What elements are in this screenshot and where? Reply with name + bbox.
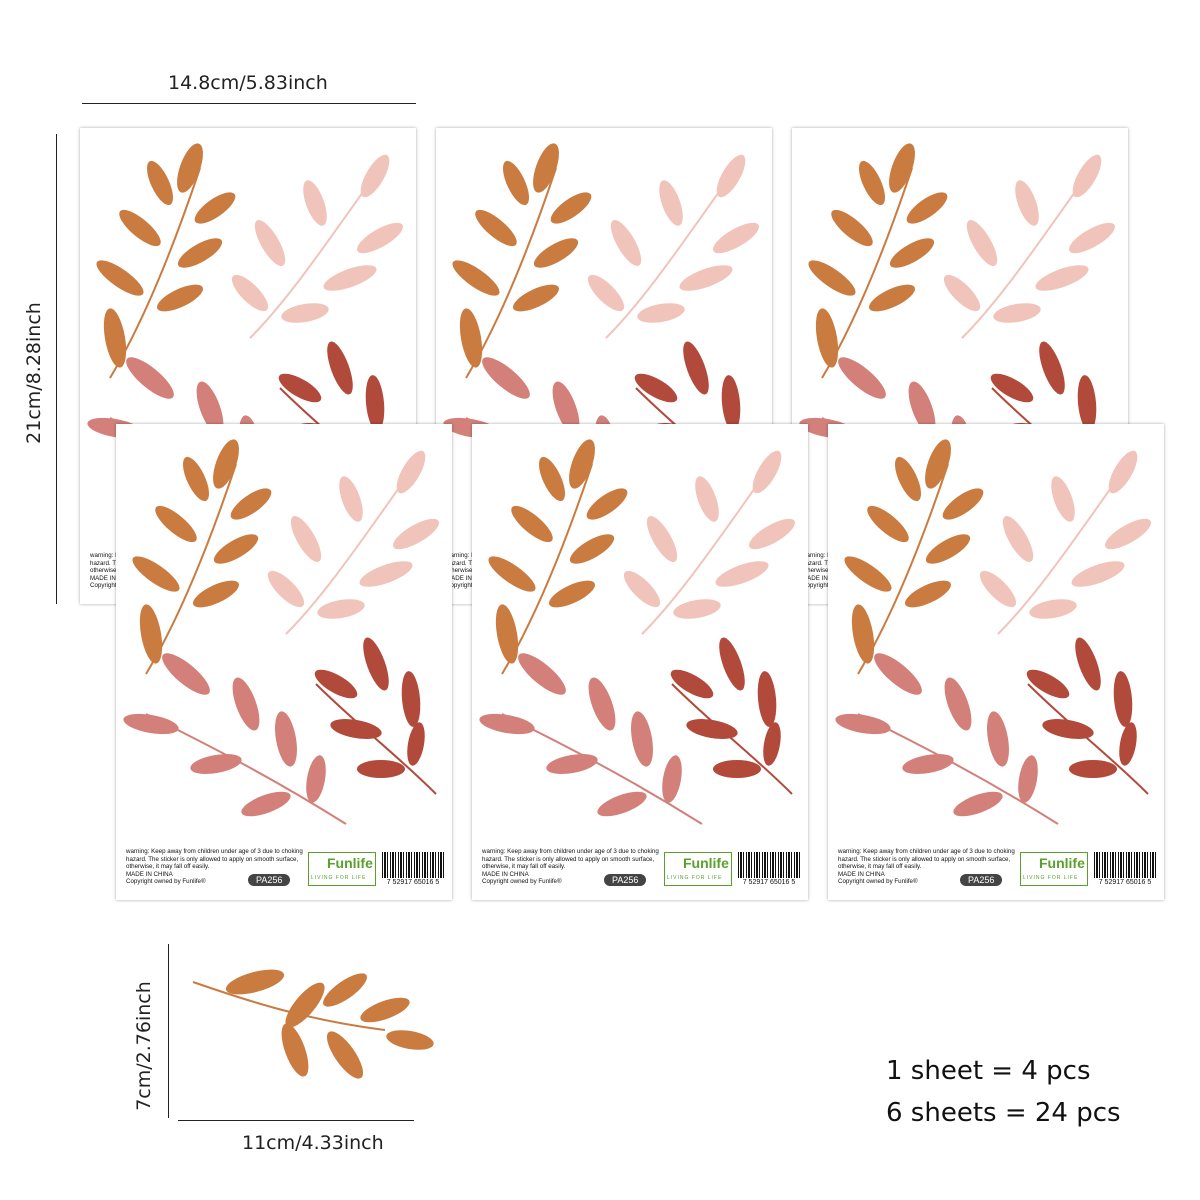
ochre-leaf-sticker [96,143,236,379]
barcode [1094,852,1156,878]
product-code-badge: PA256 [604,874,647,886]
warning-text: warning: Keep away from children under a… [838,848,1015,886]
funlife-logo: Funlife LIVING FOR LIFE [1020,852,1088,886]
product-code-badge: PA256 [960,874,1003,886]
logo-tagline: LIVING FOR LIFE [1023,875,1079,881]
ochre-leaf-sticker [808,143,948,379]
barcode-number: 7 52917 65016 5 [1098,879,1152,886]
blush-leaf-sticker [623,450,795,635]
sticker-sheet: warning: Keep away from children under a… [116,424,452,900]
rust-leaf-sticker [314,637,437,795]
barcode-number: 7 52917 65016 5 [386,879,440,886]
blush-leaf-sticker [267,450,439,635]
ochre-leaf-sticker [844,439,984,675]
summary-per-sheet: 1 sheet = 4 pcs [886,1056,1091,1086]
rose-leaf-sticker [479,653,703,825]
rust-leaf-sticker [1026,637,1149,795]
sticker-sheet: warning: Keep away from children under a… [472,424,808,900]
summary-total: 6 sheets = 24 pcs [886,1098,1121,1128]
leaf-width-label: 11cm/4.33inch [242,1132,384,1154]
barcode [382,852,444,878]
logo-brand: Funlife [1039,855,1085,871]
ochre-leaf-sticker [132,439,272,675]
blush-leaf-sticker [979,450,1151,635]
logo-brand: Funlife [683,855,729,871]
blush-leaf-sticker [231,154,403,339]
sheet-height-label: 21cm/8.28inch [23,302,45,444]
logo-tagline: LIVING FOR LIFE [311,875,367,881]
blush-leaf-sticker [587,154,759,339]
rose-leaf-sticker [123,653,347,825]
warning-text: warning: Keep away from children under a… [482,848,659,886]
rose-leaf-sticker [835,653,1059,825]
leaf-width-arrow [178,1120,414,1121]
single-leaf-illustration [192,969,434,1079]
barcode [738,852,800,878]
leaf-height-label: 7cm/2.76inch [133,981,155,1111]
sticker-sheet: warning: Keep away from children under a… [828,424,1164,900]
logo-tagline: LIVING FOR LIFE [667,875,723,881]
product-code-badge: PA256 [248,874,291,886]
funlife-logo: Funlife LIVING FOR LIFE [308,852,376,886]
rust-leaf-sticker [670,637,793,795]
sheet-height-arrow [56,134,57,604]
blush-leaf-sticker [943,154,1115,339]
ochre-leaf-sticker [488,439,628,675]
barcode-number: 7 52917 65016 5 [742,879,796,886]
funlife-logo: Funlife LIVING FOR LIFE [664,852,732,886]
ochre-leaf-sticker [452,143,592,379]
logo-brand: Funlife [327,855,373,871]
sheet-width-arrow [82,103,416,104]
leaf-height-arrow [168,944,169,1118]
sheet-width-label: 14.8cm/5.83inch [168,72,328,94]
warning-text: warning: Keep away from children under a… [126,848,303,886]
